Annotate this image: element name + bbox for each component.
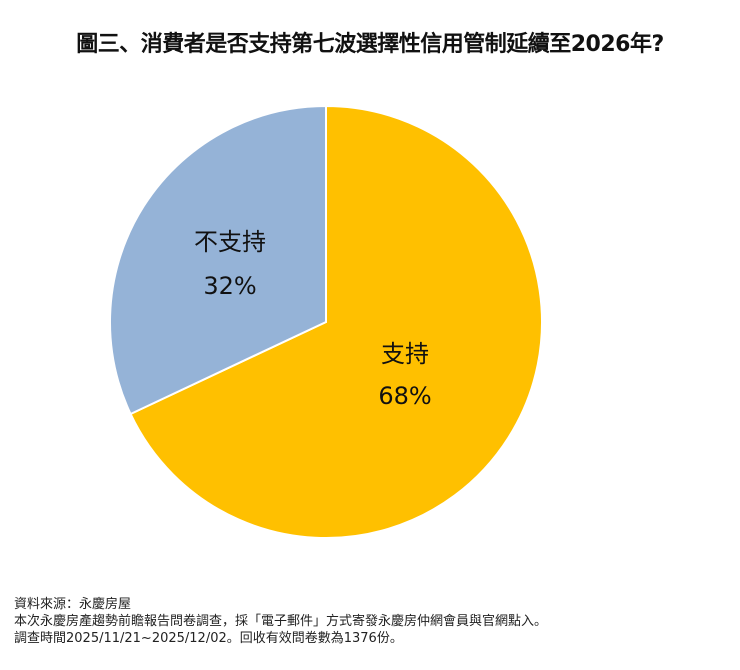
support-percent: 68% [378,382,432,410]
not-support-percent: 32% [203,272,257,300]
slice-label-support: 支持 68% [360,342,450,408]
pie-slice-support [129,104,543,539]
pie-slice-not-support [109,104,327,416]
chart-title: 圖三、消費者是否支持第七波選擇性信用管制延續至2026年? [76,32,664,57]
source-note: 資料來源：永慶房屋 [14,597,132,612]
support-label: 支持 [381,340,429,368]
footnotes: 資料來源：永慶房屋 本次永慶房產趨勢前瞻報告問卷調查，採「電子郵件」方式寄發永慶… [14,596,547,647]
period-note: 調查時間2025/11/21~2025/12/02。回收有效問卷數為1376份。 [14,631,403,646]
not-support-label: 不支持 [194,228,266,256]
slice-label-not-support: 不支持 32% [180,230,280,298]
method-note: 本次永慶房產趨勢前瞻報告問卷調查，採「電子郵件」方式寄發永慶房仲網會員與官網點入… [14,614,548,629]
